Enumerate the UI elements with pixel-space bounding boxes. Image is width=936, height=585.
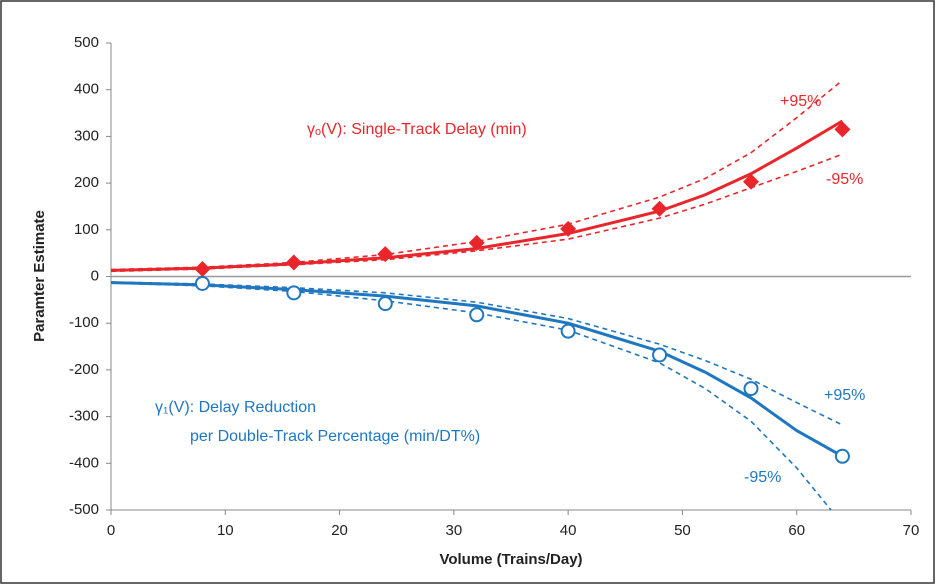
fit-line (110, 281, 844, 458)
circle-marker (652, 347, 668, 363)
x-tick-label: 0 (107, 522, 115, 539)
x-tick-label: 10 (217, 522, 234, 539)
x-tick-label: 50 (674, 522, 691, 539)
circle-marker (834, 448, 850, 464)
diamond-marker (560, 220, 577, 237)
circle-marker (469, 307, 485, 323)
annotation: +95% (824, 387, 865, 404)
x-tick-label: 40 (560, 522, 577, 539)
x-axis-title: Volume (Trains/Day) (439, 551, 582, 568)
y-tick-label: 300 (74, 127, 99, 144)
diamond-marker (743, 173, 759, 190)
circle-marker (377, 296, 393, 312)
y-axis-title: Paramter Estimate (31, 210, 48, 342)
diamond-marker (285, 254, 302, 271)
annotation: per Double-Track Percentage (min/DT%) (190, 428, 480, 445)
circle-marker (194, 276, 210, 292)
y-tick-label: 500 (74, 34, 99, 51)
y-tick-label: 100 (74, 221, 99, 238)
confidence-line (110, 281, 843, 426)
diamond-marker (194, 261, 211, 278)
diamond-marker (834, 121, 851, 138)
circle-marker (286, 285, 302, 301)
diamond-marker (651, 200, 668, 217)
y-tick-label: -200 (69, 361, 99, 378)
diamond-marker (468, 234, 485, 251)
x-tick-label: 60 (788, 522, 805, 539)
y-tick-label: 200 (74, 174, 99, 191)
annotation: γ₁(V): Delay Reduction (155, 399, 316, 416)
x-tick-label: 70 (903, 522, 920, 539)
annotation: γₒ(V): Single-Track Delay (min) (307, 121, 527, 138)
y-tick-label: 400 (74, 81, 99, 98)
annotation: -95% (744, 469, 781, 486)
diamond-marker (377, 246, 394, 263)
circle-marker (743, 381, 759, 397)
y-tick-label: -100 (69, 314, 99, 331)
annotation: -95% (826, 171, 863, 188)
circle-marker (560, 323, 576, 339)
x-tick-label: 30 (446, 522, 463, 539)
x-tick-label: 20 (331, 522, 348, 539)
y-tick-label: -400 (69, 454, 99, 471)
y-tick-label: 0 (91, 267, 99, 284)
y-tick-label: -300 (69, 408, 99, 425)
annotation: +95% (780, 93, 821, 110)
y-tick-label: -500 (69, 501, 99, 518)
